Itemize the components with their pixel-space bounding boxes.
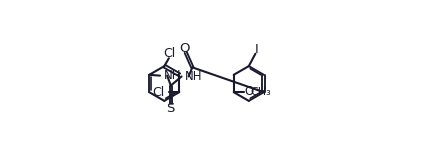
Text: S: S	[167, 102, 175, 115]
Text: O: O	[179, 42, 190, 55]
Text: O: O	[245, 85, 254, 98]
Text: NH: NH	[164, 69, 181, 82]
Text: Cl: Cl	[152, 86, 165, 99]
Text: I: I	[254, 43, 258, 56]
Text: NH: NH	[185, 70, 203, 83]
Text: Cl: Cl	[164, 47, 176, 60]
Text: CH₃: CH₃	[251, 87, 271, 97]
